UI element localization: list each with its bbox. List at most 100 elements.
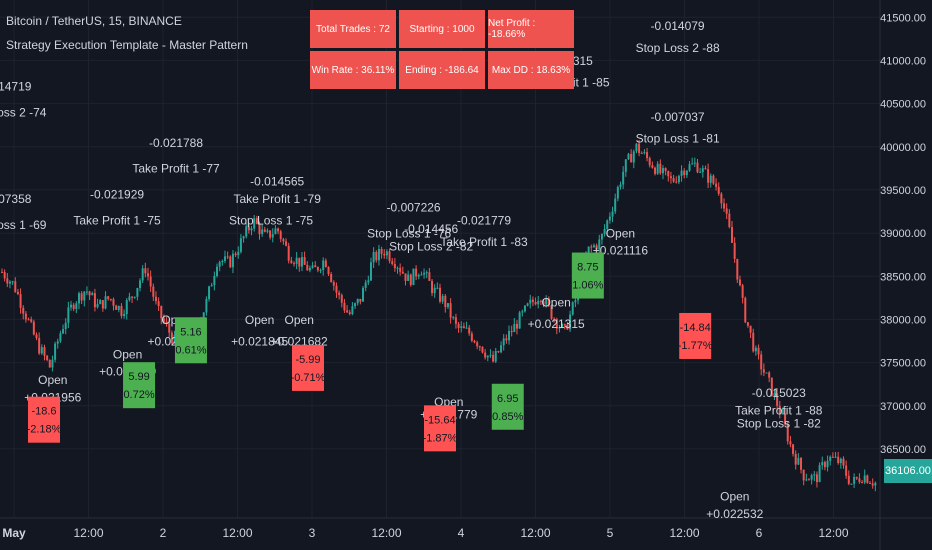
candle-body [96, 304, 99, 308]
candle-body [454, 317, 457, 324]
candle-body [343, 302, 346, 311]
candle-body [234, 253, 237, 256]
candle-body [555, 319, 558, 329]
time-tick-label: 3 [309, 526, 316, 540]
candle-body [492, 354, 495, 362]
candle-body [855, 476, 858, 479]
trade-label: Take Profit 1 -88 [735, 403, 823, 417]
candle-body [80, 293, 83, 301]
candle-body [776, 393, 779, 406]
candle-body [484, 352, 487, 358]
candle-body [290, 260, 293, 264]
candle-body [563, 324, 566, 326]
pnl-value: 6.95 [497, 393, 518, 405]
trade-label: +0.021845 [231, 334, 288, 348]
candle-body [123, 314, 126, 317]
candle-body [571, 302, 574, 315]
candle-body [425, 272, 428, 274]
candle-body [863, 475, 866, 483]
candle-body [423, 272, 426, 275]
candle-body [723, 203, 726, 209]
candle-body [760, 354, 763, 370]
candle-body [444, 295, 447, 308]
candle-body [139, 280, 142, 289]
candle-body [821, 462, 824, 466]
trade-label: -0.014719 [0, 80, 32, 94]
candle-body [733, 242, 736, 259]
price-tick-label: 39500.00 [880, 185, 926, 197]
candle-body [144, 268, 147, 274]
candle-body [330, 273, 333, 283]
candle-body [6, 278, 9, 284]
candle-body [765, 372, 768, 374]
candle-body [515, 323, 518, 329]
candle-body [468, 327, 471, 334]
candle-body [640, 152, 643, 154]
pnl-box [679, 312, 712, 359]
trade-label: +0.021315 [528, 317, 585, 331]
candle-body [154, 296, 157, 302]
candle-body [598, 239, 601, 250]
trade-label: Stop Loss 1 -82 [737, 416, 821, 430]
candle-body [784, 413, 787, 425]
time-tick-label: 6 [756, 526, 763, 540]
candle-body [630, 153, 633, 163]
candle-body [489, 354, 492, 356]
candle-body [627, 153, 630, 160]
candle-body [237, 251, 240, 256]
candle-body [720, 193, 723, 204]
candle-body [452, 317, 455, 319]
candle-body [393, 264, 396, 269]
candle-body [611, 211, 614, 217]
candle-body [40, 347, 43, 354]
candle-body [340, 295, 343, 303]
candle-body [91, 293, 94, 296]
candle-body [792, 444, 795, 454]
candle-body [566, 324, 569, 330]
candle-body [550, 305, 553, 319]
candle-body [348, 312, 351, 315]
candle-body [505, 338, 508, 341]
candle-body [359, 298, 362, 302]
pnl-box [292, 344, 324, 391]
candle-body [616, 186, 619, 199]
candle-body [72, 304, 75, 309]
time-tick-label: 2 [160, 526, 167, 540]
candle-body [661, 168, 664, 174]
last-price-tag: 36106.00 [884, 459, 932, 483]
candle-body [478, 346, 481, 348]
candle-body [8, 281, 11, 284]
candle-body [691, 163, 694, 165]
stats-table: Total Trades : 72 Starting : 1000 Net Pr… [310, 10, 576, 89]
pnl-percent: 0.61% [175, 344, 206, 356]
candle-body [168, 323, 171, 333]
candle-body [99, 300, 102, 305]
candle-body [518, 312, 521, 329]
candle-body [24, 313, 27, 320]
candle-body [120, 306, 123, 317]
trade-label: -0.021929 [90, 188, 144, 202]
candle-body [537, 300, 540, 305]
trade-label: Open [285, 313, 314, 327]
candle-body [669, 176, 672, 179]
candle-body [48, 359, 51, 368]
candle-body [462, 326, 465, 329]
candle-body [162, 318, 165, 322]
candle-body [805, 479, 808, 481]
candle-body [446, 303, 449, 308]
stat-win-rate: Win Rate : 36.11% [310, 51, 396, 89]
candle-body [704, 168, 707, 170]
candle-body [165, 321, 168, 324]
candle-body [239, 238, 242, 252]
candle-body [465, 327, 468, 329]
stat-starting: Starting : 1000 [399, 10, 485, 48]
stat-net-profit: Net Profit : -18.66% [488, 10, 574, 48]
candle-body [369, 262, 372, 281]
candle-body [263, 229, 266, 232]
candle-body [404, 273, 407, 281]
trade-label: +0.021682 [271, 334, 328, 348]
candle-body [115, 305, 118, 310]
candle-body [728, 213, 731, 227]
symbol-title: Bitcoin / TetherUS, 15, BINANCE [6, 14, 182, 28]
